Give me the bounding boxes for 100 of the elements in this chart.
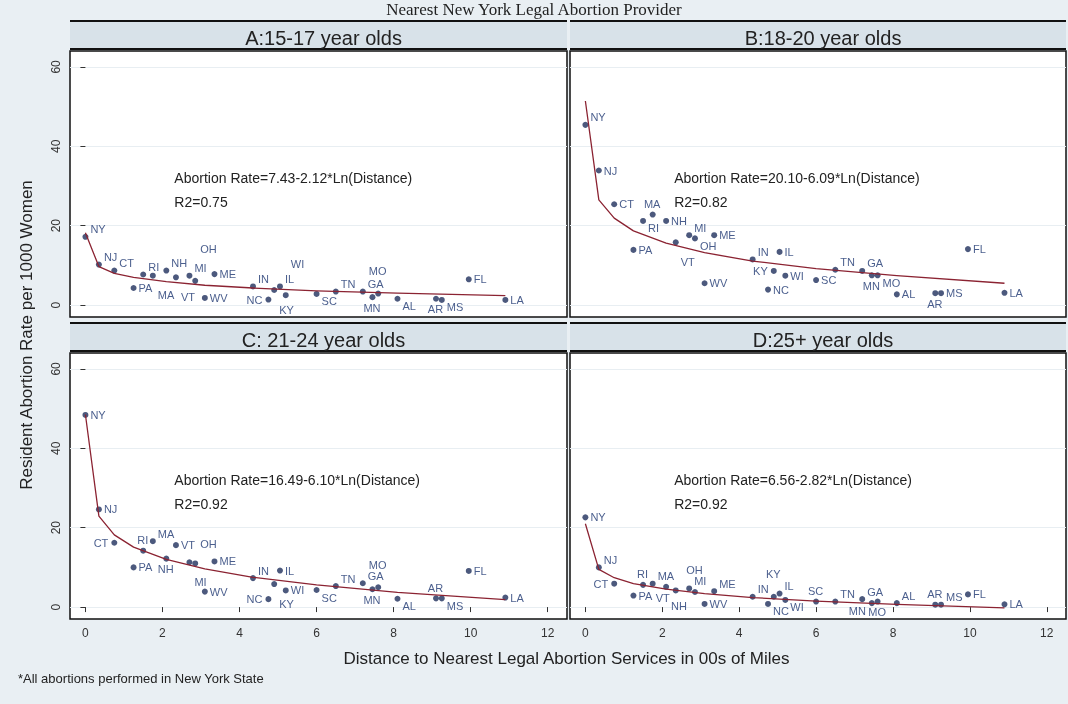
x-tick-label: 0 [582, 626, 590, 640]
point [932, 290, 939, 297]
data-label: NC [773, 605, 789, 618]
data-label: MO [868, 606, 887, 619]
x-tick-label: 2 [159, 626, 167, 640]
data-label: AR [427, 303, 444, 316]
data-label: WV [209, 585, 229, 598]
point [192, 277, 199, 284]
point [313, 290, 320, 297]
data-label: NH [671, 214, 688, 227]
point [630, 592, 637, 599]
point [711, 588, 718, 595]
point [640, 217, 647, 224]
data-label: WI [290, 584, 305, 597]
point [701, 280, 708, 287]
point [893, 291, 900, 298]
data-label: AL [402, 600, 416, 613]
data-label: WI [790, 269, 804, 282]
point [172, 542, 179, 549]
y-tick-label: 0 [49, 301, 63, 309]
data-label: GA [367, 569, 385, 582]
annotation: R2=0.75 [174, 193, 228, 210]
data-label: NJ [103, 503, 118, 516]
data-label: RI [148, 261, 160, 274]
point [765, 286, 772, 293]
point [502, 296, 509, 303]
data-label: FL [473, 564, 487, 577]
data-label: PA [138, 561, 154, 574]
point [701, 600, 708, 607]
chart-title: B:18-20 year olds [744, 27, 902, 49]
point [359, 580, 366, 587]
point [964, 246, 971, 253]
x-tick-label: 4 [735, 626, 743, 640]
data-label: MA [157, 527, 175, 540]
data-label: MN [363, 593, 381, 606]
y-tick-label: 20 [49, 218, 63, 233]
point [369, 294, 376, 301]
data-label: MN [363, 301, 381, 314]
data-label: SC [821, 274, 837, 287]
y-tick-label: 20 [49, 520, 63, 535]
data-label: RI [637, 568, 649, 581]
point [938, 290, 945, 297]
data-label: VT [680, 255, 696, 268]
data-label: SC [321, 591, 337, 604]
data-label: MO [882, 276, 901, 289]
data-label: KY [279, 597, 295, 610]
y-tick-label: 40 [49, 441, 63, 455]
data-label: MI [694, 221, 707, 234]
data-label: GA [867, 585, 884, 598]
point [433, 295, 440, 302]
y-tick-label: 60 [49, 361, 63, 376]
x-tick-label: 0 [82, 626, 90, 640]
data-label: MO [368, 265, 388, 278]
data-label: NY [90, 408, 107, 421]
point [582, 514, 589, 521]
y-tick-label: 0 [49, 603, 63, 611]
data-label: SC [321, 295, 337, 308]
data-label: LA [1009, 286, 1024, 299]
point [282, 587, 289, 594]
point [859, 596, 866, 603]
data-label: NC [246, 593, 263, 606]
x-tick-label: 6 [812, 626, 820, 640]
data-label: PA [638, 243, 653, 256]
data-label: NY [590, 511, 607, 524]
chart-title: D:25+ year olds [752, 329, 894, 351]
x-tick-label: 10 [464, 626, 478, 640]
point [394, 595, 401, 602]
point [813, 277, 820, 284]
point [776, 248, 783, 255]
data-label: MI [194, 575, 207, 588]
data-label: OH [200, 243, 217, 256]
point [691, 235, 698, 242]
data-label: NC [246, 293, 263, 306]
point [465, 276, 472, 283]
data-label: PA [638, 589, 653, 602]
data-label: ME [719, 229, 736, 242]
data-label: LA [510, 591, 525, 604]
point [201, 588, 208, 595]
data-label: ME [719, 577, 736, 590]
annotation: Abortion Rate=6.56-2.82*Ln(Distance) [674, 471, 912, 488]
x-axis-title: Distance to Nearest Legal Abortion Services in 00s of Miles [342, 649, 791, 669]
data-label: AL [901, 589, 916, 602]
x-tick-label: 2 [658, 626, 666, 640]
data-label: MO [368, 558, 388, 571]
data-label: WI [290, 257, 305, 270]
point [776, 590, 783, 597]
data-label: MA [643, 198, 662, 211]
data-label: KY [753, 264, 769, 277]
data-label: MS [946, 287, 963, 300]
data-label: OH [699, 239, 717, 252]
point [130, 285, 137, 292]
data-label: IL [784, 245, 794, 258]
point [433, 595, 440, 602]
x-tick-label: 6 [313, 626, 321, 640]
data-label: NY [590, 111, 607, 124]
data-label: IN [757, 245, 769, 258]
data-label: MI [194, 262, 207, 275]
data-label: MN [862, 279, 880, 292]
data-label: LA [510, 293, 525, 306]
data-label: OH [686, 563, 703, 576]
